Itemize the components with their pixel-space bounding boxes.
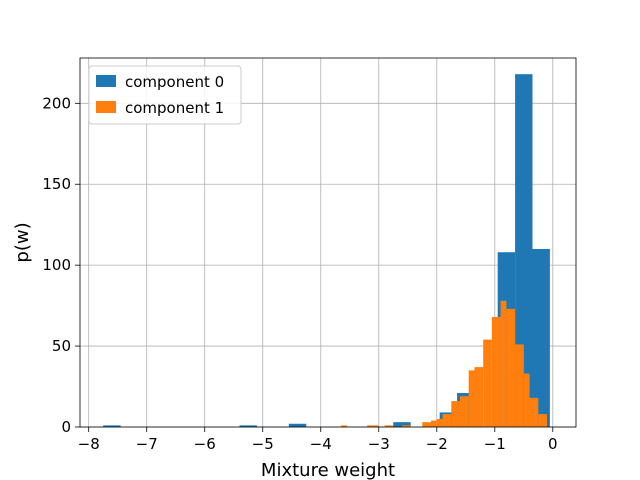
histogram-bar-component-1 — [341, 425, 347, 427]
x-tick-label: −6 — [194, 435, 216, 453]
legend-label: component 1 — [125, 99, 224, 117]
y-tick-label: 50 — [52, 337, 71, 355]
histogram-bar-component-1 — [538, 414, 547, 427]
legend-swatch — [96, 75, 116, 87]
bars-layer — [103, 74, 550, 428]
histogram-bar-component-1 — [442, 414, 452, 427]
plot-frame — [79, 57, 577, 428]
histogram-bar-component-1 — [468, 370, 475, 427]
histogram-bar-component-1 — [491, 316, 501, 427]
y-tick-label: 0 — [61, 418, 71, 436]
histogram-bar-component-1 — [474, 367, 484, 427]
histogram-bar-component-0 — [515, 74, 533, 428]
x-tick-label: −5 — [252, 435, 274, 453]
x-tick-label: −1 — [484, 435, 506, 453]
histogram-bar-component-1 — [483, 339, 492, 427]
histogram-bar-component-1 — [506, 308, 516, 427]
histogram-bar-component-1 — [430, 420, 437, 427]
histogram-bar-component-0 — [288, 423, 307, 427]
x-tick-label: −3 — [368, 435, 390, 453]
histogram-bar-component-1 — [451, 401, 460, 427]
legend-box — [88, 65, 242, 125]
histogram-bar-component-1 — [500, 300, 507, 427]
x-tick-label: −4 — [310, 435, 332, 453]
y-tick-label: 200 — [42, 94, 71, 112]
ticks-layer: −8 −7 −6 −5 −4 −3 −2 −1 0 0 50 100 150 200 — [42, 94, 557, 453]
histogram-bar-component-1 — [422, 422, 431, 427]
legend-swatch — [96, 101, 116, 113]
histogram-bar-component-0 — [239, 425, 257, 427]
histogram-bar-component-1 — [384, 425, 394, 427]
histogram-bar-component-0 — [103, 425, 121, 427]
y-axis-label: p(w) — [12, 222, 33, 262]
histogram-bar-component-1 — [436, 418, 443, 427]
x-tick-label: 0 — [548, 435, 558, 453]
histogram-bar-component-0 — [532, 248, 550, 427]
histogram-bar-component-1 — [367, 425, 379, 427]
histogram-bar-component-1 — [459, 396, 469, 427]
y-tick-label: 100 — [42, 256, 71, 274]
y-tick-label: 150 — [42, 175, 71, 193]
grid-layer — [80, 58, 576, 428]
histogram-bar-component-1 — [529, 397, 539, 427]
histogram-bar-component-1 — [515, 344, 524, 427]
histogram-bar-component-1 — [523, 373, 530, 427]
histogram-bar-component-0 — [393, 422, 411, 427]
histogram-bar-component-1 — [401, 425, 411, 427]
legend-label: component 0 — [125, 73, 224, 91]
x-axis-label: Mixture weight — [261, 460, 395, 480]
x-tick-label: −2 — [426, 435, 448, 453]
legend: component 0 component 1 — [88, 65, 242, 125]
x-tick-label: −7 — [136, 435, 158, 453]
x-tick-label: −8 — [78, 435, 100, 453]
